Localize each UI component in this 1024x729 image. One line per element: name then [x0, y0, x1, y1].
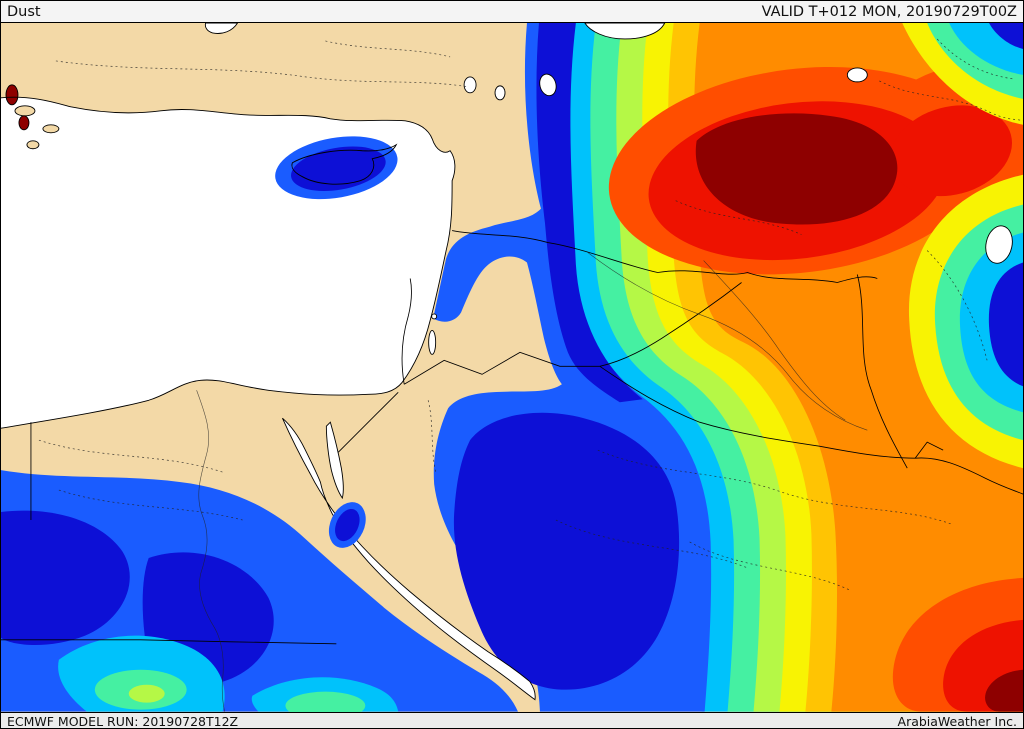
- dust-maximum-bottom-right: [892, 577, 1023, 712]
- dust-forecast-map: [1, 23, 1023, 712]
- valid-time-label: VALID T+012 MON, 20190729T00Z: [761, 3, 1017, 20]
- lake-tiberias: [431, 313, 438, 320]
- tigris-river: [703, 260, 846, 421]
- lake-turkey-1: [463, 76, 477, 94]
- euphrates-river: [587, 252, 868, 431]
- cyprus-island: [291, 143, 398, 185]
- dead-sea: [428, 329, 437, 355]
- map-area: [1, 23, 1023, 712]
- dust-field-central-blue: [433, 23, 712, 712]
- lake-van: [846, 67, 868, 83]
- model-run-label: ECMWF MODEL RUN: 20190728T12Z: [7, 714, 239, 729]
- dust-hole-top-right: [902, 23, 1023, 125]
- sea-red-sea: [282, 417, 536, 701]
- dotted-boundaries: [38, 38, 1023, 591]
- header-bar: Dust VALID T+012 MON, 20190729T00Z: [1, 1, 1023, 23]
- rivers: [196, 252, 868, 712]
- sea-mediterranean: [1, 84, 455, 429]
- aegean-island-dust-spot-2: [18, 115, 30, 131]
- country-borders: [1, 230, 1023, 645]
- dust-maximum-core: [695, 113, 898, 225]
- dust-field-northeast-africa: [1, 470, 518, 712]
- nile-river: [196, 390, 225, 712]
- gulf-of-aqaba: [325, 421, 344, 500]
- lake-turkey-2: [494, 85, 506, 101]
- dust-field-northeast-storm: [564, 23, 1023, 712]
- lake-urmia: [985, 225, 1013, 264]
- coastlines: [1, 96, 456, 429]
- lakes: [428, 67, 1013, 355]
- layer-title: Dust: [7, 3, 41, 20]
- sea-black-sea-fragment: [204, 23, 666, 40]
- lake-tuz: [539, 73, 557, 97]
- footer-bar: ECMWF MODEL RUN: 20190728T12Z ArabiaWeat…: [1, 711, 1023, 729]
- brand-label: ArabiaWeather Inc.: [897, 714, 1017, 729]
- aegean-island-dust-spot: [5, 84, 19, 106]
